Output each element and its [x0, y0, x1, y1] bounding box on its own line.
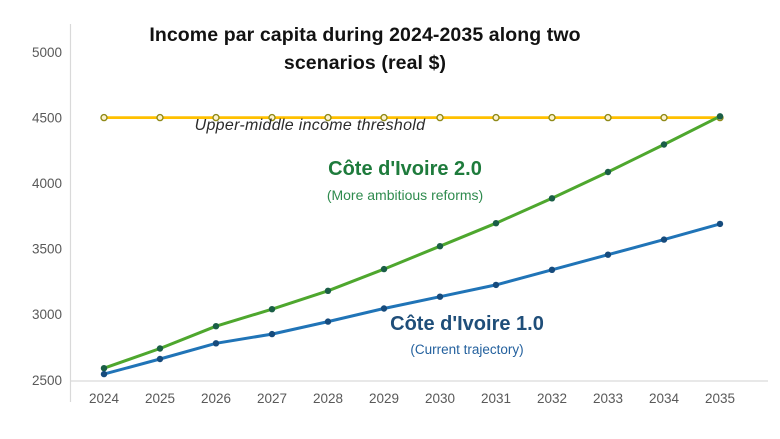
x-tick-label-2030: 2030 — [425, 391, 455, 406]
x-tick-label-2025: 2025 — [145, 391, 175, 406]
data-point-marker — [324, 318, 332, 325]
data-point-marker — [100, 365, 108, 372]
data-point-marker — [604, 113, 612, 122]
data-point-marker — [156, 345, 164, 352]
x-tick-label-2033: 2033 — [593, 391, 623, 406]
y-tick-label-4000: 4000 — [32, 176, 62, 191]
y-tick-label-3000: 3000 — [32, 307, 62, 322]
data-point-marker — [436, 243, 444, 250]
x-tick-label-2035: 2035 — [705, 391, 735, 406]
x-tick-label-2024: 2024 — [89, 391, 120, 406]
x-tick-label-2027: 2027 — [257, 391, 287, 406]
data-point-marker — [660, 113, 668, 122]
data-point-marker — [548, 195, 556, 202]
data-point-marker — [212, 113, 220, 122]
data-point-marker — [324, 287, 332, 294]
data-point-marker — [660, 141, 668, 148]
data-point-marker — [100, 113, 108, 122]
data-point-marker — [436, 293, 444, 300]
data-point-marker — [492, 113, 500, 122]
data-point-marker — [100, 370, 108, 378]
data-point-marker — [212, 340, 220, 347]
data-point-marker — [324, 113, 332, 122]
y-tick-label-4500: 4500 — [32, 110, 62, 125]
data-point-marker — [156, 113, 164, 122]
x-tick-label-2032: 2032 — [537, 391, 567, 406]
x-tick-label-2034: 2034 — [649, 391, 680, 406]
data-point-marker — [268, 113, 276, 122]
data-point-marker — [716, 113, 724, 120]
y-tick-label-5000: 5000 — [32, 45, 62, 60]
data-point-marker — [380, 265, 388, 273]
data-point-marker — [380, 113, 388, 122]
x-tick-label-2028: 2028 — [313, 391, 343, 406]
data-point-marker — [548, 113, 556, 122]
x-tick-label-2031: 2031 — [481, 391, 511, 406]
data-point-marker — [156, 355, 164, 363]
data-point-marker — [436, 113, 444, 122]
series-line-1 — [102, 114, 722, 370]
data-point-marker — [604, 251, 612, 258]
data-point-marker — [212, 323, 220, 330]
data-point-marker — [380, 305, 388, 312]
data-point-marker — [548, 266, 556, 273]
data-point-marker — [604, 168, 612, 176]
data-point-marker — [268, 306, 276, 313]
data-point-marker — [492, 281, 500, 289]
data-point-marker — [660, 236, 668, 243]
y-tick-label-2500: 2500 — [32, 373, 62, 388]
data-point-marker — [492, 220, 500, 227]
data-point-marker — [268, 330, 276, 338]
data-point-marker — [716, 220, 724, 228]
series-line-2 — [102, 222, 722, 376]
y-tick-label-3500: 3500 — [32, 242, 62, 257]
x-tick-label-2026: 2026 — [201, 391, 231, 406]
x-tick-label-2029: 2029 — [369, 391, 399, 406]
